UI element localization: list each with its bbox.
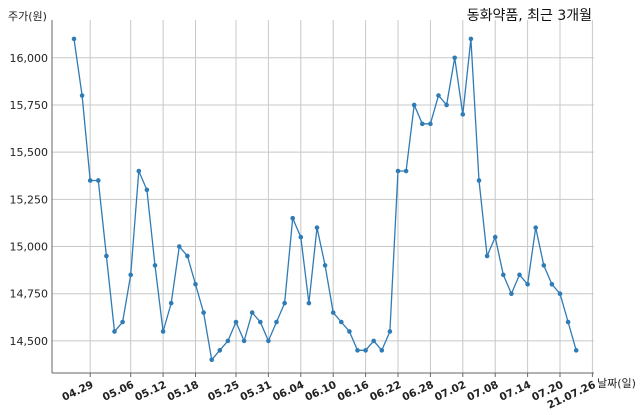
chart-title: 동화약품, 최근 3개월 xyxy=(466,8,592,24)
data-point xyxy=(233,319,239,325)
data-point xyxy=(217,348,223,353)
data-point xyxy=(363,348,368,353)
data-point xyxy=(436,93,441,98)
data-point xyxy=(322,263,328,268)
y-tick-label: 15,000 xyxy=(10,241,49,254)
x-tick-label: 06.22 xyxy=(368,379,403,404)
data-point xyxy=(290,215,296,221)
data-point xyxy=(371,338,377,344)
x-tick-label: 07.02 xyxy=(433,379,468,404)
data-point xyxy=(282,300,287,306)
data-point xyxy=(314,225,320,230)
data-point xyxy=(258,319,263,325)
x-tick-label: 06.04 xyxy=(271,379,306,404)
data-point xyxy=(209,357,214,363)
data-point xyxy=(112,329,117,334)
y-tick-label: 14,750 xyxy=(10,288,49,301)
data-point xyxy=(298,234,304,240)
data-point xyxy=(565,319,571,325)
data-point xyxy=(185,253,190,259)
y-tick-label: 16,000 xyxy=(10,52,49,65)
data-point xyxy=(395,168,401,174)
data-point xyxy=(460,112,466,117)
y-tick-label: 14,500 xyxy=(10,335,49,348)
y-tick-labels: 14,500 14,750 15,000 15,250 15,500 15,750 16,0… xyxy=(10,52,49,348)
data-point xyxy=(517,272,522,278)
x-tick-label: 06.10 xyxy=(303,379,338,404)
data-point xyxy=(193,281,198,287)
y-tick-label: 15,500 xyxy=(10,146,49,159)
data-point xyxy=(444,102,449,108)
data-point xyxy=(403,168,409,174)
axes xyxy=(51,20,594,377)
data-point xyxy=(71,36,77,42)
y-axis-label: 주가(원) xyxy=(8,10,47,23)
data-point xyxy=(225,338,231,344)
data-point xyxy=(128,272,133,278)
data-point xyxy=(160,329,166,334)
data-point xyxy=(144,187,150,193)
data-point xyxy=(492,234,498,240)
y-tick-label: 15,250 xyxy=(10,193,49,206)
data-point xyxy=(411,102,417,108)
series-group xyxy=(71,36,579,363)
x-tick-label: 07.08 xyxy=(465,379,500,404)
data-point xyxy=(347,329,352,334)
data-point xyxy=(96,178,101,183)
data-point xyxy=(549,281,555,287)
data-point xyxy=(168,300,174,306)
x-tick-label: 05.25 xyxy=(206,379,241,404)
data-point xyxy=(355,348,360,353)
data-point xyxy=(249,310,255,315)
data-point xyxy=(201,310,206,315)
x-tick-label: 05.12 xyxy=(133,379,168,404)
data-point xyxy=(266,338,271,344)
data-point xyxy=(541,263,547,268)
data-point xyxy=(87,178,93,183)
data-point xyxy=(509,291,514,297)
data-point xyxy=(420,121,425,127)
data-point xyxy=(428,121,433,127)
data-point xyxy=(533,225,538,230)
data-point xyxy=(339,319,344,325)
data-point xyxy=(177,244,182,249)
data-point xyxy=(104,253,109,259)
x-axis-label: 날짜(일) xyxy=(597,377,636,390)
x-tick-label: 05.06 xyxy=(101,379,136,404)
x-tick-label: 05.18 xyxy=(166,379,201,404)
data-point xyxy=(241,338,247,344)
data-point xyxy=(120,319,125,325)
y-tick-label: 15,750 xyxy=(10,99,49,112)
data-point xyxy=(379,348,385,353)
data-point xyxy=(557,291,563,297)
data-point xyxy=(468,36,474,42)
x-tick-label: 04.29 xyxy=(60,379,95,404)
data-point xyxy=(387,329,393,334)
data-point xyxy=(136,168,142,174)
x-tick-label: 05.31 xyxy=(238,379,273,404)
data-point xyxy=(476,178,482,183)
data-point xyxy=(484,253,490,259)
data-point xyxy=(306,300,312,306)
data-point xyxy=(152,263,158,268)
data-point xyxy=(525,281,530,287)
x-tick-label: 06.28 xyxy=(400,379,435,404)
x-tick-label: 06.16 xyxy=(336,379,371,404)
data-point xyxy=(274,319,279,325)
gridlines xyxy=(52,20,594,373)
data-point xyxy=(452,55,458,61)
data-point xyxy=(501,272,506,278)
data-point xyxy=(79,93,85,98)
x-tick-label: 07.14 xyxy=(498,379,533,404)
data-point xyxy=(573,348,579,353)
data-point xyxy=(330,310,336,315)
